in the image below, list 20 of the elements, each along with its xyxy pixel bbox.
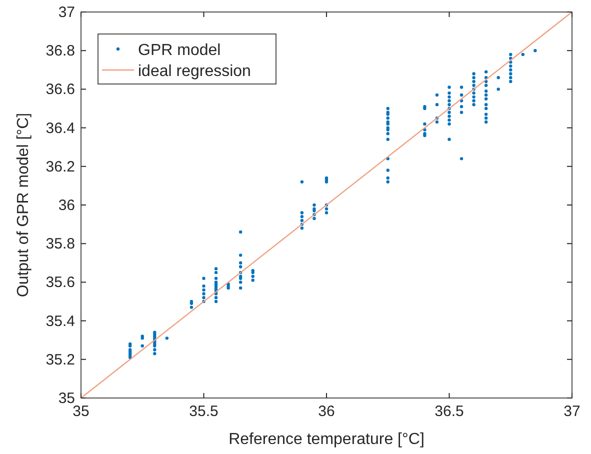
y-tick-label: 36.2 [46, 158, 75, 176]
y-tick-label: 36.6 [46, 81, 75, 98]
y-tick-label: 35 [58, 390, 75, 407]
x-tick-label: 36 [318, 403, 335, 420]
y-tick-label: 35.8 [46, 236, 75, 253]
y-tick-label: 36.8 [46, 42, 75, 60]
legend-label: GPR model [138, 42, 221, 59]
x-axis-title: Reference temperature [°C] [228, 431, 424, 448]
legend-label: ideal regression [138, 63, 251, 80]
y-axis-title: Output of GPR model [°C] [15, 112, 32, 298]
y-tick-label: 35.2 [46, 351, 75, 368]
y-tick-label: 35.4 [46, 312, 75, 330]
x-tick-label: 37 [564, 403, 580, 420]
x-tick-label: 35.5 [189, 403, 218, 420]
x-tick-label: 36.5 [434, 403, 464, 420]
y-tick-label: 37 [58, 4, 75, 21]
x-tick-label: 35 [72, 403, 90, 420]
y-tick-label: 35.6 [46, 274, 75, 292]
y-tick-label: 36.4 [46, 120, 75, 137]
y-tick-label: 36 [58, 197, 75, 214]
